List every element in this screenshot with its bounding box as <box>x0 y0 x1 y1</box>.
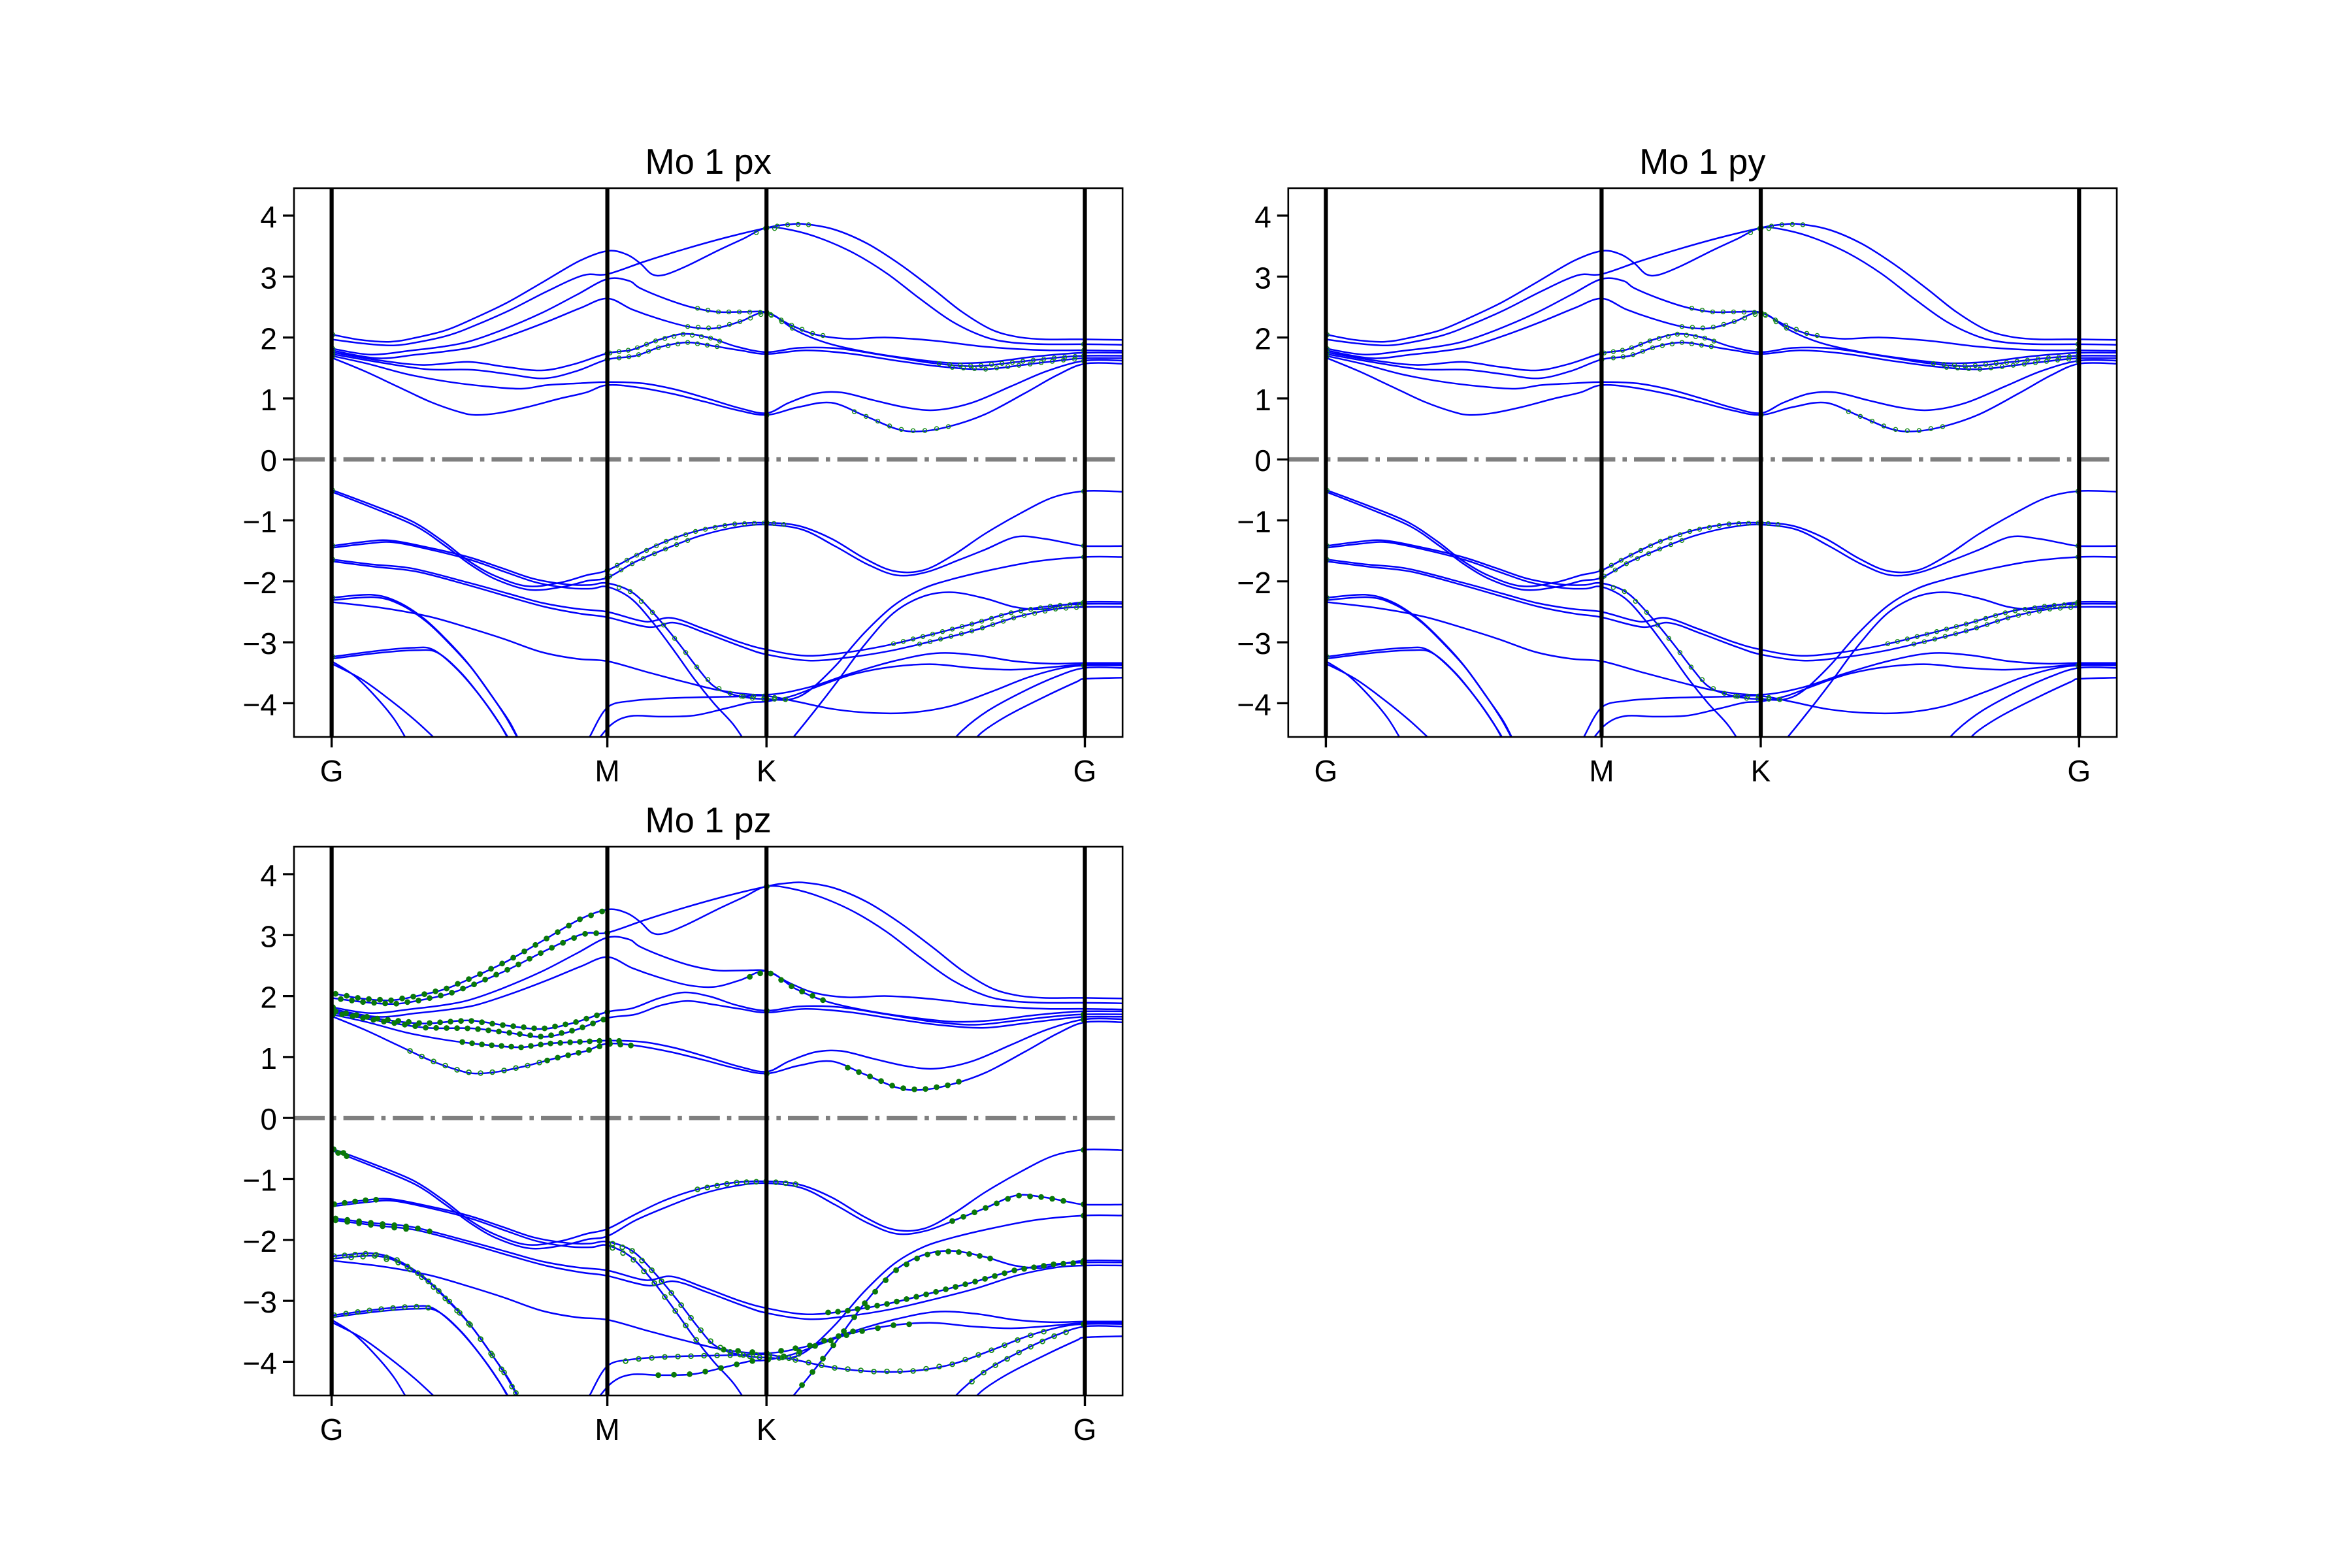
svg-text:G: G <box>320 754 344 788</box>
svg-text:M: M <box>595 1413 619 1446</box>
svg-text:2: 2 <box>260 981 277 1015</box>
svg-text:G: G <box>1073 754 1097 788</box>
svg-text:3: 3 <box>260 919 277 953</box>
svg-text:Mo 1 pz: Mo 1 pz <box>645 800 771 840</box>
svg-text:2: 2 <box>260 322 277 356</box>
svg-text:−4: −4 <box>243 1346 277 1380</box>
svg-text:M: M <box>595 754 619 788</box>
svg-text:4: 4 <box>260 858 277 892</box>
svg-text:0: 0 <box>260 1102 277 1136</box>
svg-text:G: G <box>320 1413 344 1446</box>
svg-text:1: 1 <box>260 383 277 417</box>
svg-text:K: K <box>757 754 777 788</box>
svg-text:K: K <box>757 1413 777 1446</box>
svg-text:0: 0 <box>260 444 277 478</box>
svg-text:−3: −3 <box>1237 627 1271 661</box>
svg-text:2: 2 <box>1254 322 1271 356</box>
svg-text:−2: −2 <box>1237 566 1271 600</box>
svg-text:0: 0 <box>1254 444 1271 478</box>
svg-text:G: G <box>1315 754 1338 788</box>
svg-text:3: 3 <box>260 261 277 295</box>
svg-text:K: K <box>1751 754 1771 788</box>
svg-text:3: 3 <box>1254 261 1271 295</box>
svg-text:Mo 1 py: Mo 1 py <box>1639 142 1766 182</box>
svg-text:G: G <box>2067 754 2091 788</box>
svg-text:−1: −1 <box>1237 505 1271 539</box>
svg-text:−4: −4 <box>243 687 277 721</box>
svg-text:−2: −2 <box>243 566 277 600</box>
svg-text:G: G <box>1073 1413 1097 1446</box>
svg-text:M: M <box>1589 754 1614 788</box>
svg-text:−3: −3 <box>243 627 277 661</box>
svg-text:−1: −1 <box>243 505 277 539</box>
svg-text:1: 1 <box>1254 383 1271 417</box>
svg-text:−3: −3 <box>243 1285 277 1319</box>
svg-text:−4: −4 <box>1237 687 1271 721</box>
svg-text:4: 4 <box>1254 200 1271 234</box>
svg-text:1: 1 <box>260 1041 277 1075</box>
svg-text:−2: −2 <box>243 1224 277 1258</box>
svg-text:Mo 1 px: Mo 1 px <box>645 142 771 182</box>
svg-text:−1: −1 <box>243 1164 277 1198</box>
svg-text:4: 4 <box>260 200 277 234</box>
